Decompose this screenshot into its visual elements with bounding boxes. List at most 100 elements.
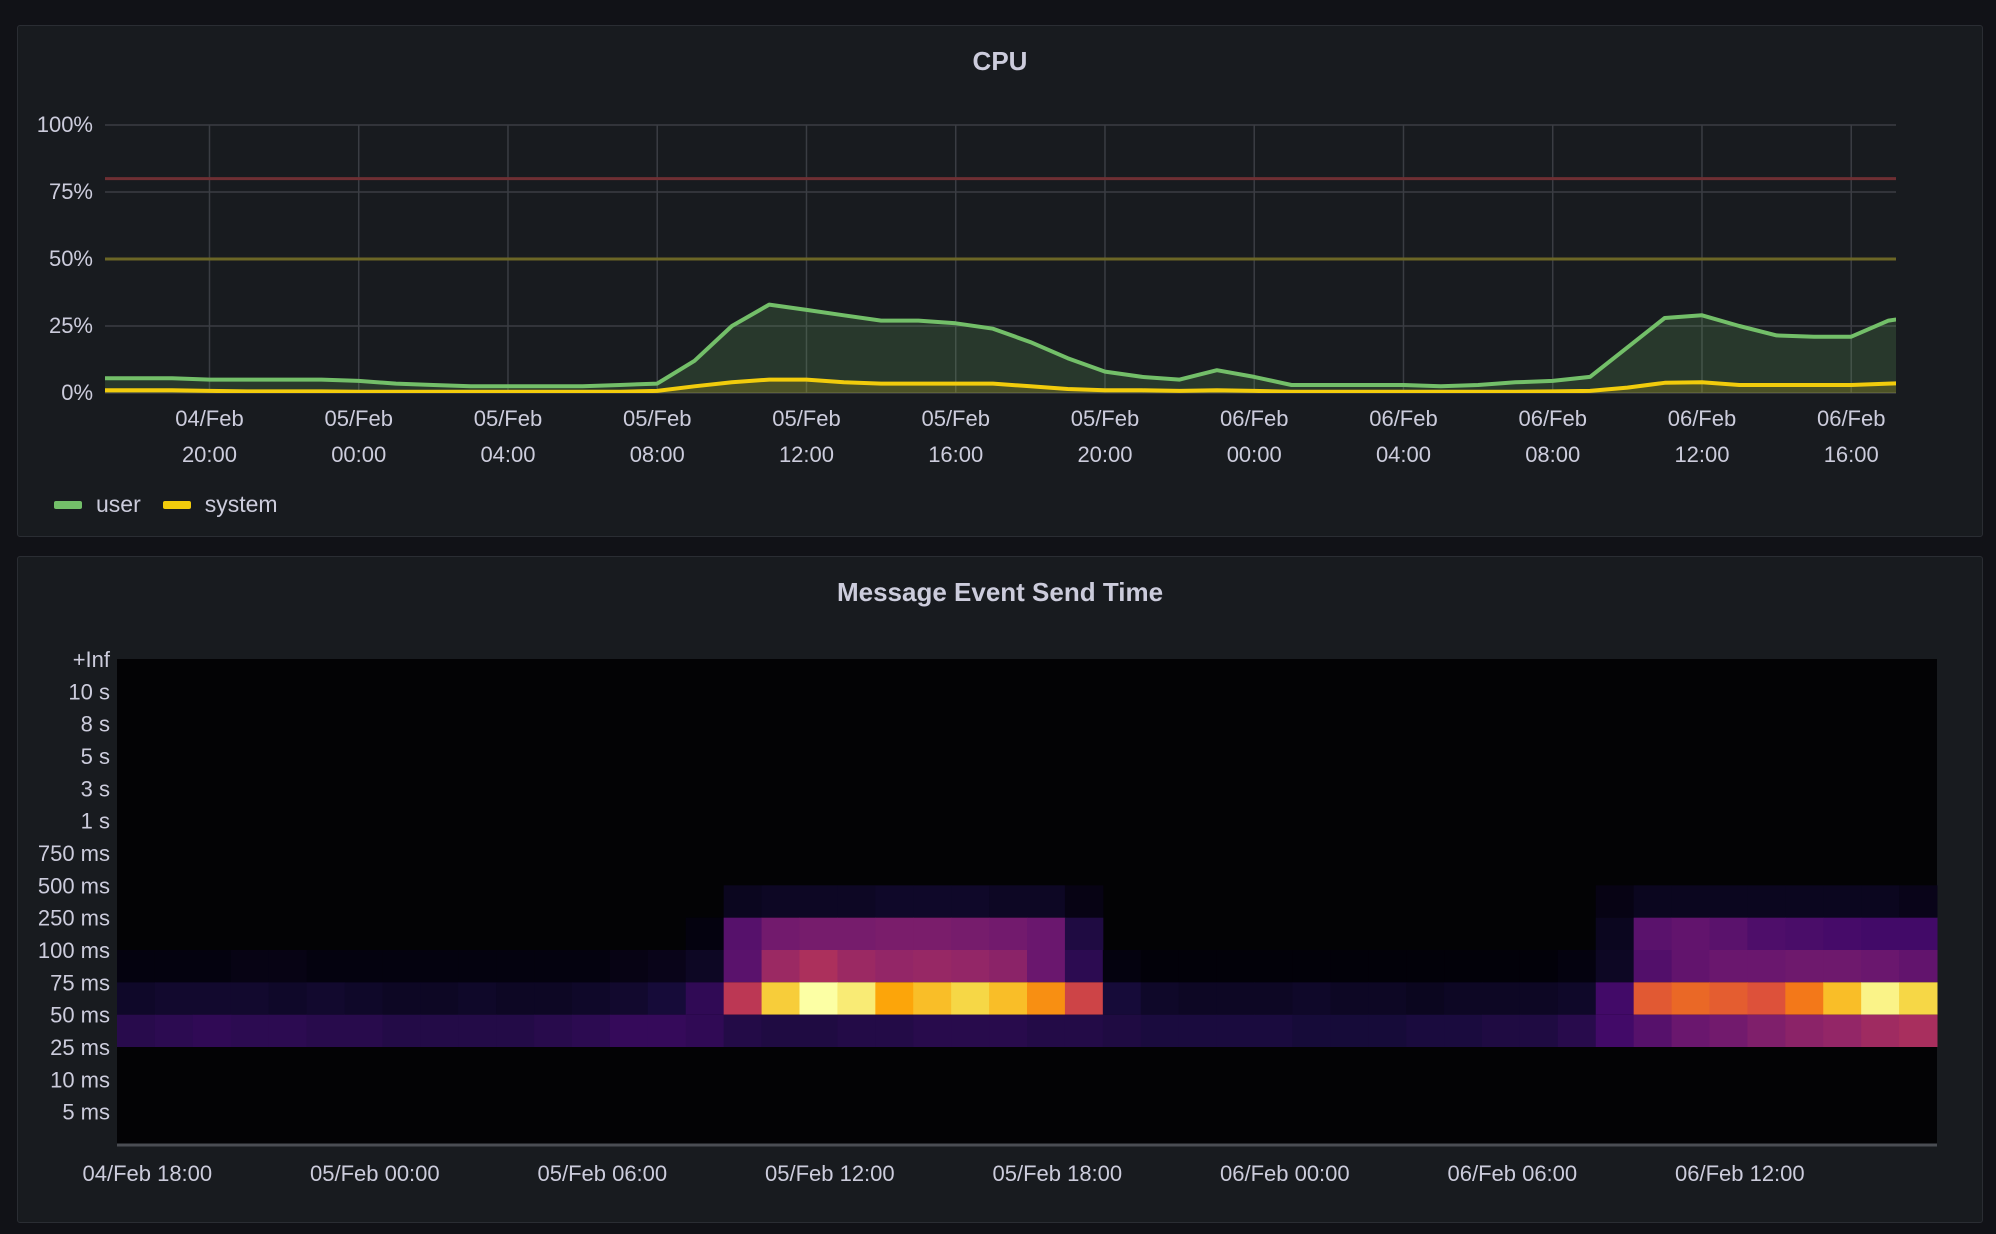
heatmap-cell bbox=[268, 950, 308, 983]
heatmap-cell bbox=[989, 1014, 1028, 1047]
heatmap-cell bbox=[609, 982, 649, 1015]
heatmap-cell bbox=[1671, 885, 1710, 918]
heatmap-cell bbox=[1861, 885, 1900, 918]
heatmap-cell bbox=[1671, 917, 1710, 950]
heatmap-cell bbox=[154, 950, 194, 983]
heatmap-cell bbox=[609, 1014, 649, 1047]
heatmap-cell bbox=[1064, 950, 1104, 983]
heatmap-cell bbox=[1633, 885, 1673, 918]
x-tick-label: 05/Feb 12:00 bbox=[765, 1161, 895, 1186]
heatmap-cell bbox=[723, 885, 763, 918]
heatmap-cell bbox=[268, 1014, 308, 1047]
heatmap-cell bbox=[1823, 885, 1862, 918]
heatmap-cell bbox=[1747, 1014, 1786, 1047]
y-tick-label: 100% bbox=[37, 112, 93, 137]
heatmap-cell bbox=[685, 917, 725, 950]
x-tick-label: 05/Feb bbox=[1071, 406, 1140, 431]
legend-label: user bbox=[96, 491, 141, 517]
x-tick-label: 06/Feb bbox=[1518, 406, 1587, 431]
heatmap-cell bbox=[1216, 950, 1255, 983]
x-tick-label: 12:00 bbox=[1674, 442, 1729, 467]
heatmap-cell bbox=[1709, 1014, 1748, 1047]
heatmap-cell bbox=[1861, 1014, 1900, 1047]
y-tick-label: 5 ms bbox=[62, 1100, 110, 1125]
x-tick-label: 04:00 bbox=[480, 442, 535, 467]
heatmap-cell bbox=[1709, 917, 1748, 950]
heatmap-cell bbox=[1633, 917, 1673, 950]
y-tick-label: 10 ms bbox=[50, 1067, 110, 1092]
x-tick-label: 16:00 bbox=[1824, 442, 1879, 467]
series-group bbox=[105, 302, 1896, 393]
heatmap-cell bbox=[1785, 982, 1824, 1015]
x-tick-label: 06/Feb bbox=[1817, 406, 1886, 431]
heatmap-cell bbox=[837, 1014, 876, 1047]
heatmap-cell bbox=[382, 1014, 421, 1047]
series-line-system bbox=[105, 377, 1896, 393]
y-tick-label: +Inf bbox=[73, 647, 111, 672]
heatmap-cell bbox=[344, 1014, 383, 1047]
heatmap-cell bbox=[913, 982, 952, 1015]
legend-item-user[interactable]: user bbox=[54, 491, 141, 518]
heatmap-cell bbox=[192, 982, 232, 1015]
heatmap-cell bbox=[1027, 885, 1066, 918]
heatmap-cell bbox=[1595, 950, 1635, 983]
heatmap-cell bbox=[458, 1014, 497, 1047]
heatmap-cell bbox=[1747, 950, 1786, 983]
heatmap-cell bbox=[192, 950, 232, 983]
heatmap-cell bbox=[1557, 1014, 1597, 1047]
heatmap-cell bbox=[875, 1014, 914, 1047]
heatmap-cell bbox=[951, 1014, 990, 1047]
heatmap-cell bbox=[1861, 950, 1900, 983]
heatmap-cell bbox=[761, 982, 800, 1015]
y-tick-label: 50 ms bbox=[50, 1003, 110, 1028]
heatmap-cell bbox=[1064, 1014, 1104, 1047]
x-tick-label: 04/Feb 18:00 bbox=[82, 1161, 212, 1186]
y-tick-label: 75% bbox=[49, 179, 93, 204]
heatmap-cell bbox=[951, 917, 990, 950]
heatmap-cell bbox=[685, 950, 725, 983]
x-tick-label: 06/Feb bbox=[1220, 406, 1289, 431]
heatmap-cell bbox=[1027, 917, 1066, 950]
heatmap-cell bbox=[837, 982, 876, 1015]
heatmap-cell bbox=[154, 1014, 194, 1047]
x-tick-label: 05/Feb 00:00 bbox=[310, 1161, 440, 1186]
heatmap-cell bbox=[799, 950, 838, 983]
heatmap-cell bbox=[306, 1014, 345, 1047]
heatmap-cell bbox=[420, 950, 459, 983]
heatmap-cell bbox=[951, 885, 990, 918]
heatmap-cell bbox=[1102, 982, 1142, 1015]
heatmap-cell bbox=[989, 917, 1028, 950]
y-tick-label: 1 s bbox=[81, 809, 110, 834]
x-tick-label: 00:00 bbox=[1227, 442, 1282, 467]
y-tick-label: 75 ms bbox=[50, 970, 110, 995]
heatmap-cell bbox=[572, 982, 611, 1015]
heatmap-cell bbox=[1254, 950, 1293, 983]
heatmap-cell bbox=[1064, 982, 1104, 1015]
heatmap-cell bbox=[1064, 885, 1104, 918]
legend-item-system[interactable]: system bbox=[162, 491, 278, 518]
system-swatch bbox=[162, 500, 191, 509]
x-tick-label: 05/Feb bbox=[623, 406, 692, 431]
heatmap-cell bbox=[1102, 950, 1142, 983]
heatmap-cell bbox=[989, 982, 1028, 1015]
heatmap-cell bbox=[1899, 1014, 1938, 1047]
heatmap-cell bbox=[875, 950, 914, 983]
heatmap-cell bbox=[1785, 950, 1824, 983]
heatmap-cell bbox=[1178, 982, 1218, 1015]
heatmap-cell bbox=[306, 982, 345, 1015]
y-tick-label: 750 ms bbox=[38, 841, 110, 866]
heatmap-cell bbox=[1785, 917, 1824, 950]
heatmap-cell bbox=[1140, 950, 1180, 983]
x-tick-label: 05/Feb 18:00 bbox=[992, 1161, 1122, 1186]
heatmap-cell bbox=[989, 885, 1028, 918]
y-tick-label: 25% bbox=[49, 313, 93, 338]
heatmap-cell bbox=[154, 982, 194, 1015]
heatmap-cell bbox=[1444, 1014, 1483, 1047]
heatmap-cell bbox=[382, 982, 421, 1015]
x-tick-label: 20:00 bbox=[182, 442, 237, 467]
heatmap-cell bbox=[1557, 950, 1597, 983]
heatmap-cell bbox=[799, 982, 838, 1015]
heatmap-cell bbox=[1368, 950, 1407, 983]
heatmap-cell bbox=[723, 1014, 763, 1047]
heatmap-cell bbox=[496, 1014, 535, 1047]
